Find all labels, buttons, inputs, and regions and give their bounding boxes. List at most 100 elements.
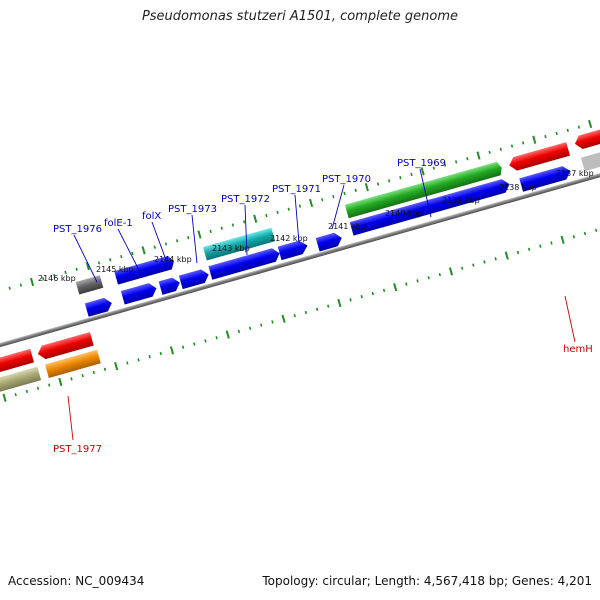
outer-tick [8,286,11,290]
gene-pst-1976[interactable] [84,296,114,317]
outer-tick-track [8,119,593,290]
inner-tick [460,266,464,270]
outer-tick [120,254,123,259]
outer-tick [164,242,168,246]
gene-label[interactable]: folE-1 [104,218,133,229]
inner-tick [315,307,319,311]
inner-tick [14,392,17,397]
inner-tick [483,260,486,264]
outer-tick [432,166,436,170]
inner-tick [594,228,598,233]
map-title: Pseudomonas stutzeri A1501, complete gen… [141,9,459,24]
inner-tick [504,251,509,260]
outer-tick [577,125,581,129]
gene-label[interactable]: PST_1973 [168,204,217,215]
inner-tick [25,389,29,394]
inner-tick [92,370,96,375]
gene-label[interactable]: PST_1969 [397,158,446,169]
gene-label-leader [117,228,142,275]
gene-label[interactable]: PST_1972 [221,194,270,205]
scale-label: 2138 kbp [499,183,537,192]
gene-label[interactable]: folX [142,211,161,222]
gene-fole-1-b[interactable] [120,282,158,305]
gene-fole-1[interactable] [114,255,176,285]
inner-tick [225,330,230,339]
gene-folx[interactable] [158,276,182,295]
gene-pst-1973[interactable] [178,268,211,290]
gene-left-red-1[interactable] [0,348,35,376]
inner-tick [572,235,575,239]
gene-pst-1972-cyan[interactable] [202,227,276,261]
outer-tick [443,163,447,167]
outer-tick [197,230,202,239]
outer-tick [499,147,502,151]
outer-tick [141,246,146,255]
gene-pst-1971[interactable] [277,239,310,261]
gene-label-leader [419,168,432,218]
inner-tick [2,393,7,402]
inner-tick [371,291,375,296]
gene-label[interactable]: PST_1970 [322,174,371,185]
outer-tick [108,258,112,262]
gene-pst-1969[interactable] [349,177,512,236]
inner-tick [560,235,565,244]
gene-label[interactable]: PST_1976 [53,224,102,235]
outer-tick [19,283,23,287]
scale-label: 2137 kbp [556,169,594,178]
inner-tick [81,373,84,378]
outer-tick [64,270,67,275]
inner-tick [472,263,475,267]
inner-tick [70,377,73,381]
gene-pst-1970[interactable] [315,231,344,252]
inner-tick [438,272,442,277]
outer-tick [131,251,134,256]
gene-left-olive[interactable] [0,366,42,394]
inner-tick [304,310,308,315]
inner-tick [159,351,162,356]
gene-pst-1969-green[interactable] [344,161,504,219]
gene-right-blue[interactable] [519,164,572,192]
scale-labels: 2137 kbp 2138 kbp 2139 kbp 2140 kbp 2141 kbp… [38,169,594,283]
inner-tick [382,288,386,293]
gene-hemh[interactable] [507,142,570,172]
inner-tick [448,267,454,276]
outer-tick [97,261,101,265]
gene-label[interactable]: PST_1977 [53,444,102,455]
inner-tick-track [2,228,598,402]
inner-tick [405,282,408,286]
inner-tick [36,386,40,390]
inner-tick [393,283,398,292]
inner-tick [550,241,553,245]
outer-tick [354,188,357,192]
gene-right-grey[interactable] [580,149,600,172]
outer-tick [75,267,78,271]
gene-label[interactable]: hemH [563,344,593,355]
gene-pst-1976-grey[interactable] [75,275,104,295]
outer-tick [476,151,481,160]
outer-tick [321,198,324,202]
inner-tick [293,313,296,318]
outer-tick [298,204,302,208]
scale-label: 2143 kbp [212,244,250,253]
outer-tick [454,160,458,164]
gene-right-red[interactable] [573,128,600,150]
gene-label-leader [151,221,170,269]
gene-pst-1977[interactable] [45,349,101,378]
outer-tick [231,223,235,227]
gene-pst-1977-red[interactable] [36,332,94,361]
gene-label-leader [67,395,74,441]
outer-tick [544,134,547,139]
inner-tick [48,383,51,387]
gene-pst-1972[interactable] [208,247,281,280]
outer-tick [209,229,212,234]
outer-tick [399,176,402,180]
inner-tick [137,358,140,362]
scale-label: 2145 kbp [96,265,134,274]
outer-tick [343,191,346,196]
gene-label-leader [294,194,300,244]
scale-label: 2146 kbp [38,274,76,283]
inner-tick [193,342,196,346]
outer-tick [364,183,369,192]
gene-label[interactable]: PST_1971 [272,184,321,195]
